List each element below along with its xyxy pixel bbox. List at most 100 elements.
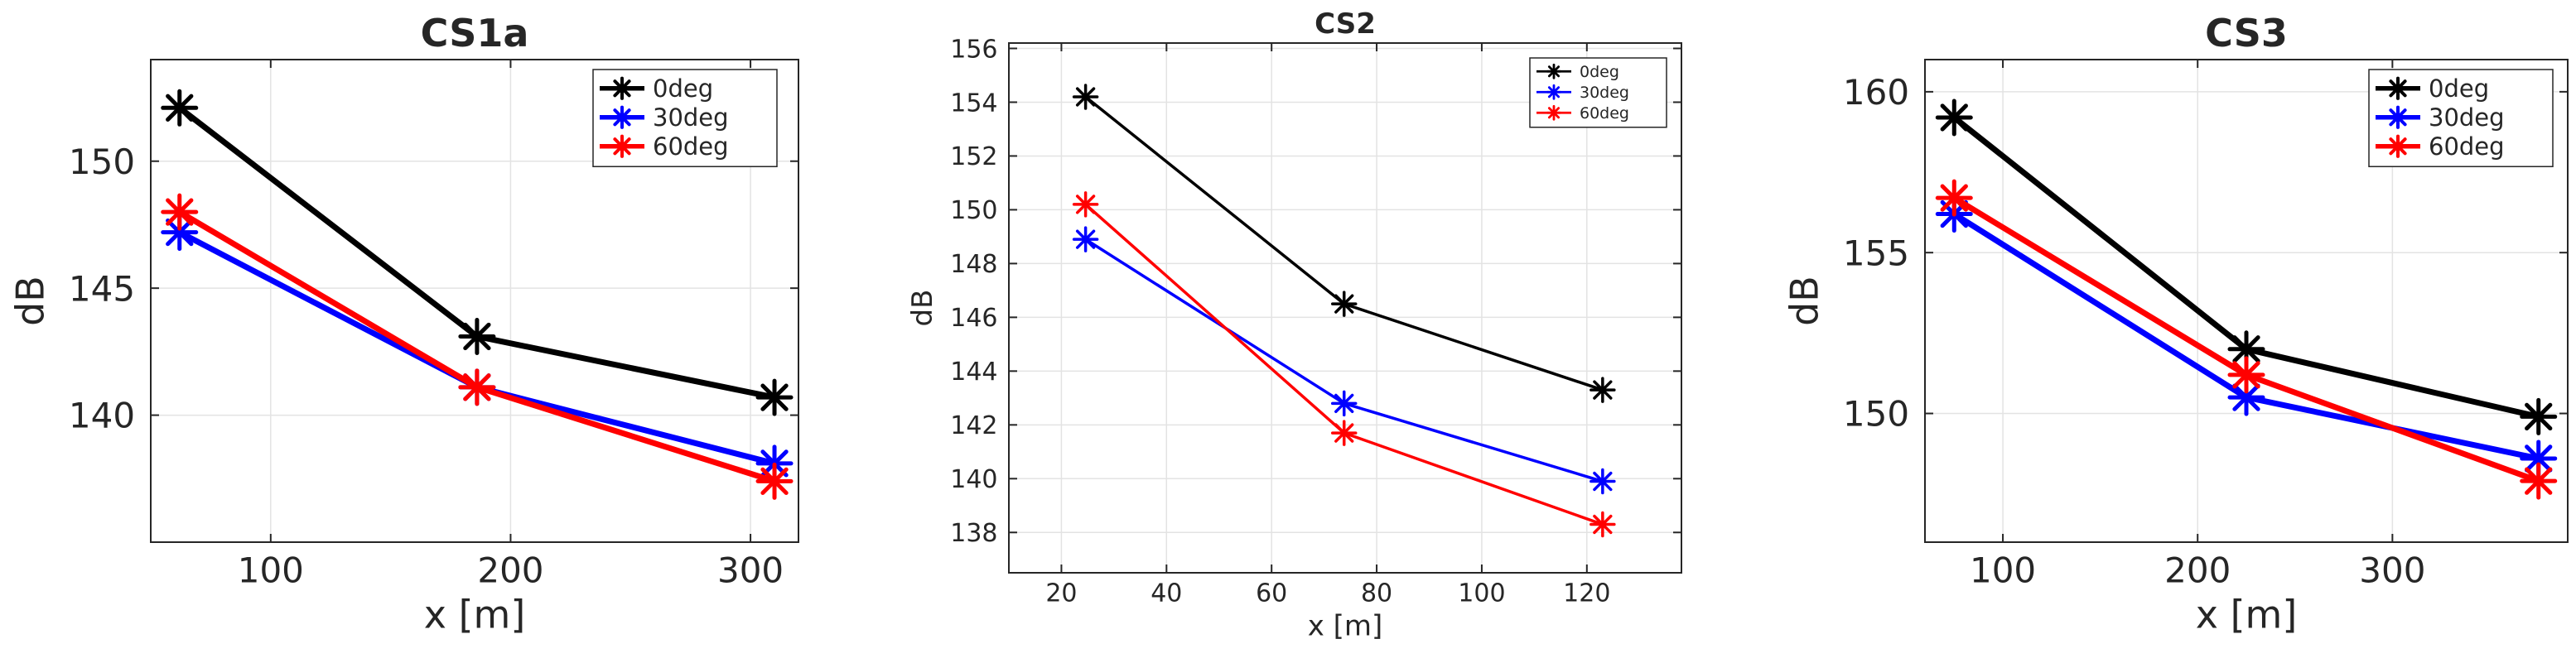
data-point <box>1589 511 1616 538</box>
chart-cs1a: 100 200 300 140 145 150 CS1a x [m] dB 0deg30deg60… <box>8 11 799 637</box>
x-tick-label: 200 <box>2164 550 2231 590</box>
data-point <box>755 378 794 416</box>
legend-item-30deg: 30deg <box>1536 84 1629 102</box>
legend-label: 30deg <box>2429 103 2505 132</box>
data-point <box>161 193 199 231</box>
data-point <box>1330 390 1358 417</box>
legend: 0deg 30deg 60deg <box>1529 57 1667 128</box>
y-axis-label: dB <box>8 276 53 326</box>
legend-label: 0deg <box>2429 74 2489 103</box>
data-point <box>2520 397 2558 435</box>
data-point <box>1330 291 1358 317</box>
data-point <box>1072 84 1099 110</box>
chart-title: CS2 <box>1315 7 1376 41</box>
y-tick-label: 142 <box>950 411 997 440</box>
legend-marker <box>1546 104 1562 121</box>
legend-item-0deg: 0deg <box>2376 74 2489 103</box>
data-point <box>1072 191 1099 218</box>
y-tick-label: 152 <box>950 142 997 171</box>
x-tick-label: 100 <box>1458 579 1505 608</box>
y-tick-label: 155 <box>1843 233 1909 273</box>
legend-item-0deg: 0deg <box>600 74 713 103</box>
y-tick-label: 150 <box>950 196 997 225</box>
legend-item-0deg: 0deg <box>1536 63 1619 81</box>
chart-title: CS1a <box>421 11 529 55</box>
series-0deg <box>1072 84 1616 403</box>
data-point <box>2520 462 2558 500</box>
y-tick-label: 145 <box>69 268 135 309</box>
x-tick-label: 60 <box>1256 579 1287 608</box>
data-point <box>161 89 199 127</box>
data-point <box>1589 468 1616 495</box>
series-60deg <box>1935 179 2558 500</box>
x-tick-label: 80 <box>1361 579 1392 608</box>
data-point <box>1935 179 1973 217</box>
data-point <box>2520 440 2558 478</box>
legend-marker <box>610 105 634 129</box>
legend-item-60deg: 60deg <box>1536 104 1629 123</box>
data-point <box>1330 420 1358 446</box>
legend-marker <box>1546 63 1562 79</box>
axes-box <box>1008 42 1682 574</box>
y-tick-label: 148 <box>950 250 997 279</box>
x-tick-label: 100 <box>1970 550 2036 590</box>
y-tick-label: 146 <box>950 304 997 333</box>
y-tick-label: 140 <box>69 396 135 436</box>
legend-label: 60deg <box>2429 132 2505 161</box>
data-point <box>1935 98 1973 137</box>
x-axis-label: x [m] <box>1308 609 1383 642</box>
y-axis-label: dB <box>906 290 939 327</box>
legend-item-60deg: 60deg <box>600 132 729 161</box>
x-axis-label: x [m] <box>424 593 526 637</box>
x-tick-label: 120 <box>1563 579 1610 608</box>
series-30deg <box>1072 226 1616 495</box>
legend-item-60deg: 60deg <box>2376 132 2505 161</box>
data-point <box>458 317 496 355</box>
y-tick-label: 154 <box>950 89 997 118</box>
y-tick-label: 140 <box>950 465 997 494</box>
y-axis-label: dB <box>1782 276 1827 326</box>
legend-label: 30deg <box>1580 84 1629 102</box>
data-point <box>2227 356 2265 394</box>
y-tick-label: 160 <box>1843 72 1909 113</box>
legend-label: 60deg <box>1580 104 1629 123</box>
x-tick-label: 40 <box>1151 579 1182 608</box>
series-60deg <box>1072 191 1616 538</box>
legend-marker <box>2385 76 2410 100</box>
legend-label: 60deg <box>653 132 729 161</box>
legend-marker <box>610 134 634 158</box>
axes-box <box>1924 59 2569 543</box>
legend-item-30deg: 30deg <box>2376 103 2505 132</box>
data-point <box>458 368 496 406</box>
data-point <box>1589 377 1616 403</box>
x-axis-label: x [m] <box>2196 593 2298 637</box>
legend-marker <box>610 76 634 100</box>
x-tick-label: 20 <box>1045 579 1077 608</box>
x-tick-label: 100 <box>238 550 304 590</box>
series-0deg <box>1935 98 2558 435</box>
legend-label: 0deg <box>653 74 713 103</box>
x-tick-label: 300 <box>717 550 784 590</box>
legend-label: 30deg <box>653 103 729 132</box>
y-tick-label: 138 <box>950 519 997 548</box>
y-tick-label: 156 <box>950 35 997 64</box>
chart-title: CS3 <box>2205 11 2288 55</box>
y-tick-label: 150 <box>1843 394 1909 435</box>
data-point <box>1072 226 1099 252</box>
y-tick-label: 150 <box>69 142 135 182</box>
x-tick-label: 300 <box>2359 550 2425 590</box>
chart-cs2: 20 40 60 80 100 120 138 140 142 144 146 148 150 152 15… <box>906 7 1682 642</box>
legend-marker <box>1546 84 1562 100</box>
x-tick-label: 200 <box>477 550 543 590</box>
legend-marker <box>2385 105 2410 129</box>
legend-marker <box>2385 134 2410 158</box>
axes-box <box>150 59 799 543</box>
chart-cs3: 100 200 300 150 155 160 CS3 x [m] dB 0deg30deg60d… <box>1782 11 2569 637</box>
y-tick-label: 144 <box>950 358 997 387</box>
series-60deg <box>161 193 794 500</box>
series-0deg <box>161 89 794 416</box>
